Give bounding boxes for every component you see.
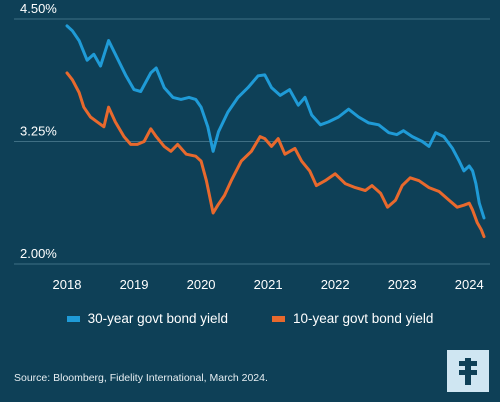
x-tick-label: 2021 (254, 277, 283, 292)
fidelity-logo (447, 350, 489, 392)
series-lines (65, 24, 486, 239)
y-axis-ticks: 4.50% 3.25% 2.00% (20, 1, 57, 261)
x-tick-label: 2022 (321, 277, 350, 292)
x-tick-label: 2024 (455, 277, 484, 292)
legend: 30-year govt bond yield 10-year govt bon… (0, 311, 500, 326)
y-tick-label: 4.50% (20, 1, 57, 16)
series-line-30-year (65, 24, 486, 220)
x-tick-label: 2019 (120, 277, 149, 292)
source-note: Source: Bloomberg, Fidelity Internationa… (14, 372, 268, 384)
legend-label-30-year: 30-year govt bond yield (87, 311, 228, 326)
y-tick-label: 2.00% (20, 246, 57, 261)
fidelity-f-icon (459, 358, 477, 385)
x-tick-label: 2023 (388, 277, 417, 292)
yield-chart: 4.50% 3.25% 2.00% 2018 2019 2020 2021 2022 2023… (14, 1, 490, 292)
legend-item-10-year: 10-year govt bond yield (272, 311, 433, 326)
x-axis-ticks: 2018 2019 2020 2021 2022 2023 2024 (53, 277, 484, 292)
grid-lines (14, 18, 490, 265)
legend-item-30-year: 30-year govt bond yield (66, 311, 228, 326)
legend-swatch-30-year (66, 315, 80, 322)
x-tick-label: 2020 (187, 277, 216, 292)
legend-label-10-year: 10-year govt bond yield (293, 311, 434, 326)
legend-swatch-10-year (272, 315, 285, 322)
series-line-10-year (65, 71, 486, 239)
x-tick-label: 2018 (53, 277, 82, 292)
y-tick-label: 3.25% (20, 124, 57, 139)
